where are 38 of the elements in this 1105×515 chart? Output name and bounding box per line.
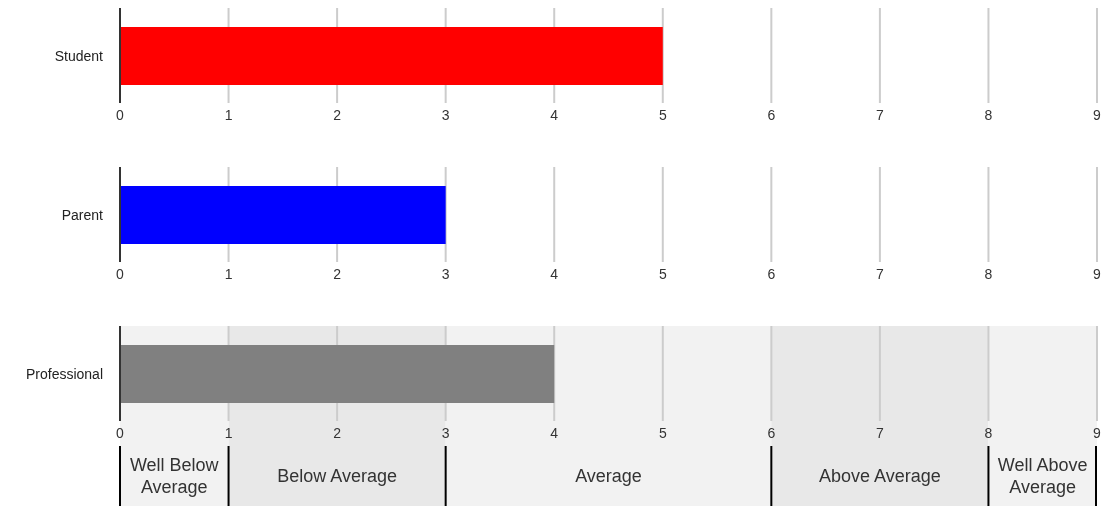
x-tick-label: 8 [984, 107, 993, 123]
x-tick-label: 9 [1093, 266, 1102, 282]
x-tick-label: 4 [550, 425, 559, 441]
x-tick-label: 3 [441, 425, 450, 441]
y-tick-label: Student [54, 47, 104, 64]
x-tick-label: 0 [116, 107, 125, 123]
x-tick-label: 5 [658, 266, 667, 282]
x-tick-label: 9 [1093, 425, 1102, 441]
x-tick-label: 4 [550, 266, 559, 282]
x-tick-label: 1 [224, 107, 233, 123]
x-tick-label: 7 [875, 107, 884, 123]
band-label: Well Below Average [129, 455, 220, 498]
x-tick-label: 9 [1093, 107, 1102, 123]
x-tick-label: 8 [984, 266, 993, 282]
band-label: Average [575, 466, 642, 487]
band-label: Above Average [819, 466, 941, 487]
x-tick-label: 5 [658, 425, 667, 441]
x-tick-label: 7 [875, 266, 884, 282]
x-tick-label: 2 [333, 425, 342, 441]
x-tick-label: 0 [116, 425, 125, 441]
x-tick-label: 6 [767, 266, 776, 282]
y-tick-label: Parent [61, 206, 104, 223]
band-label: Below Average [277, 466, 397, 487]
x-tick-label: 1 [224, 266, 233, 282]
band-label: Well Above Average [997, 455, 1088, 498]
x-tick-label: 3 [441, 266, 450, 282]
x-tick-label: 4 [550, 107, 559, 123]
x-tick-label: 8 [984, 425, 993, 441]
x-tick-label: 5 [658, 107, 667, 123]
x-tick-label: 1 [224, 425, 233, 441]
x-tick-label: 2 [333, 266, 342, 282]
y-tick-label: Professional [25, 365, 103, 382]
x-tick-label: 3 [441, 107, 450, 123]
x-tick-label: 6 [767, 425, 776, 441]
x-tick-label: 6 [767, 107, 776, 123]
x-tick-label: 2 [333, 107, 342, 123]
x-tick-label: 7 [875, 425, 884, 441]
x-tick-label: 0 [116, 266, 125, 282]
